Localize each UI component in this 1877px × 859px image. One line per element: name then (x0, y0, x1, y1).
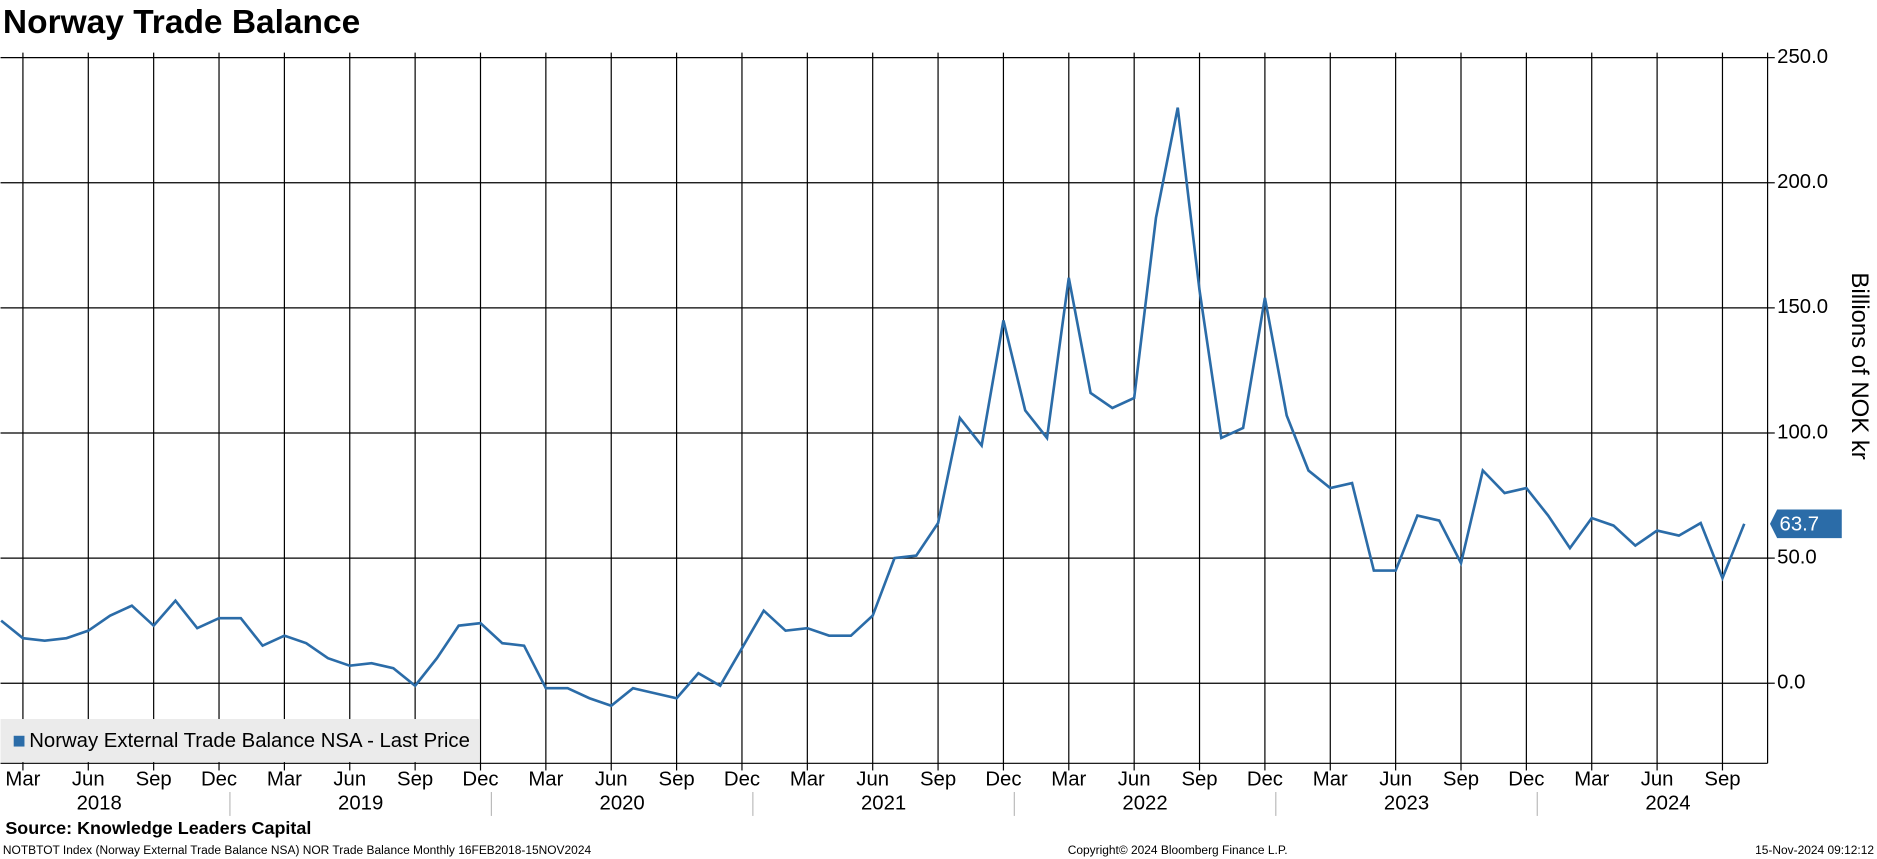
x-tick-label: Sep (659, 768, 695, 790)
footer-right: 15-Nov-2024 09:12:12 (1755, 843, 1874, 857)
x-year-label: 2018 (77, 792, 122, 814)
y-tick-label: 50.0 (1777, 546, 1817, 568)
x-tick-label: Sep (1704, 768, 1740, 790)
x-tick-label: Mar (267, 768, 302, 790)
x-tick-label: Dec (724, 768, 760, 790)
source: Source: Knowledge Leaders Capital (5, 818, 311, 838)
x-tick-label: Dec (201, 768, 237, 790)
x-tick-label: Dec (1247, 768, 1283, 790)
legend-swatch (13, 735, 25, 747)
legend-box (0, 719, 480, 763)
x-tick-label: Jun (1379, 768, 1412, 790)
value-label-box (1769, 509, 1842, 539)
x-tick-label: Dec (1508, 768, 1544, 790)
x-tick-label: Jun (1641, 768, 1674, 790)
x-tick-label: Sep (920, 768, 956, 790)
y-tick-label: 100.0 (1777, 421, 1828, 443)
x-tick-label: Mar (528, 768, 563, 790)
x-tick-label: Dec (462, 768, 498, 790)
footer-left: NOTBTOT Index (Norway External Trade Bal… (3, 843, 592, 857)
x-tick-label: Jun (72, 768, 105, 790)
x-tick-label: Mar (790, 768, 825, 790)
x-year-label: 2020 (600, 792, 645, 814)
x-tick-label: Mar (5, 768, 40, 790)
x-tick-label: Sep (1181, 768, 1217, 790)
y-tick-label: 150.0 (1777, 296, 1828, 318)
y-tick-label: 250.0 (1777, 46, 1828, 68)
x-tick-label: Mar (1574, 768, 1609, 790)
x-tick-label: Sep (1443, 768, 1479, 790)
x-year-label: 2024 (1645, 792, 1690, 814)
x-tick-label: Jun (595, 768, 628, 790)
x-tick-label: Jun (333, 768, 366, 790)
legend-label: Norway External Trade Balance NSA - Last… (29, 730, 470, 752)
x-tick-label: Mar (1051, 768, 1086, 790)
y-axis-label: Billions of NOK kr (1846, 272, 1873, 459)
x-tick-label: Sep (397, 768, 433, 790)
x-tick-label: Dec (985, 768, 1021, 790)
chart-title: Norway Trade Balance (3, 4, 360, 41)
footer-center: Copyright© 2024 Bloomberg Finance L.P. (1068, 843, 1288, 857)
series-line (0, 107, 1746, 708)
x-year-label: 2021 (861, 792, 906, 814)
x-tick-label: Jun (856, 768, 889, 790)
x-tick-label: Sep (136, 768, 172, 790)
value-label: 63.7 (1780, 513, 1820, 535)
x-tick-label: Mar (1313, 768, 1348, 790)
x-year-label: 2022 (1122, 792, 1167, 814)
x-tick-label: Jun (1118, 768, 1151, 790)
x-year-label: 2019 (338, 792, 383, 814)
x-year-label: 2023 (1384, 792, 1429, 814)
y-tick-label: 200.0 (1777, 171, 1828, 193)
y-tick-label: 0.0 (1777, 672, 1805, 694)
